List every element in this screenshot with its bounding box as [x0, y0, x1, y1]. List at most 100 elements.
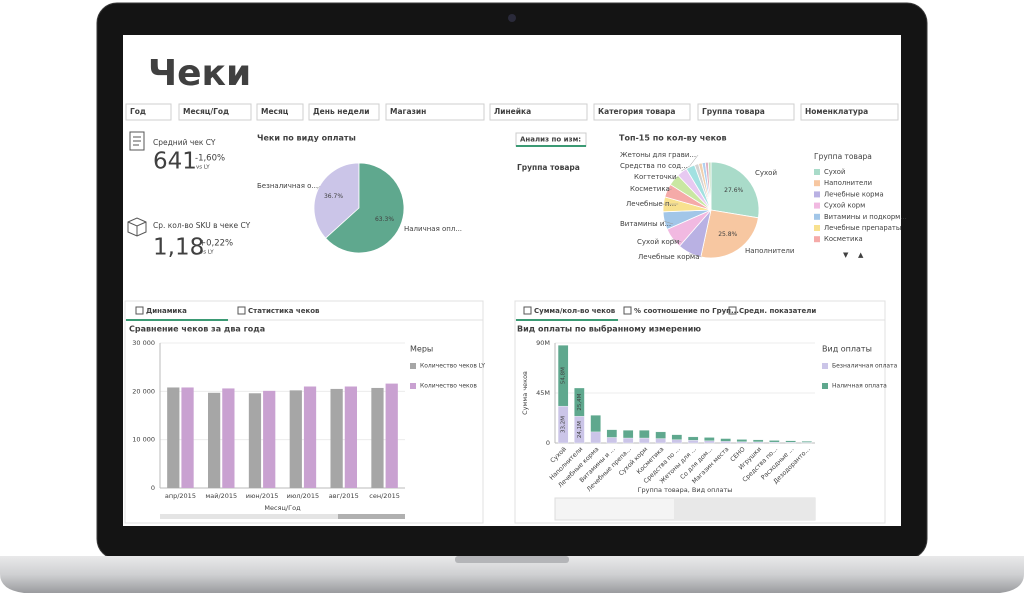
legend-swatch: [814, 191, 820, 197]
bar-segment: [753, 440, 763, 442]
y-tick-label: 45M: [536, 389, 550, 397]
bar-segment: [656, 432, 666, 439]
x-axis-label: Группа товара, Вид оплаты: [638, 486, 733, 494]
bar-segment: [704, 441, 714, 443]
y-tick-label: 20 000: [132, 387, 155, 395]
bar: [371, 388, 383, 488]
camera: [508, 14, 516, 22]
legend-swatch: [814, 203, 820, 209]
bar-segment: [656, 439, 666, 443]
x-tick-label: июл/2015: [287, 492, 320, 500]
bar-segment: [639, 430, 649, 438]
bar-segment: [591, 415, 601, 432]
slice-label: Средства по сод...: [620, 162, 688, 170]
filter-label: Месяц: [261, 107, 289, 116]
filter-label: Магазин: [390, 107, 426, 116]
legend-swatch: [822, 383, 828, 389]
bar-segment: [737, 442, 747, 443]
filter-label: День недели: [313, 107, 369, 116]
tab-label: Сумма/кол-во чеков: [534, 307, 616, 315]
bar-segment: [802, 441, 812, 442]
filter-label: Группа товара: [702, 107, 765, 116]
segment-value-label: 25,4M: [577, 393, 583, 410]
scrollbar-thumb[interactable]: [338, 514, 405, 519]
bar: [331, 389, 343, 488]
bar: [181, 387, 193, 488]
bar: [345, 387, 357, 489]
bar-segment: [591, 432, 601, 443]
slice-value-label: 27.6%: [724, 187, 743, 194]
bar: [386, 384, 398, 488]
analysis-button-bar: [516, 145, 586, 147]
slice-label: Наполнители: [745, 247, 794, 255]
legend-title: Группа товара: [814, 152, 872, 161]
kpi-label: Средний чек CY: [153, 138, 216, 147]
slice-label: Жетоны для грави...: [620, 151, 696, 159]
mini-chart-mask: [674, 498, 815, 520]
x-tick-label: апр/2015: [165, 492, 196, 500]
bar: [290, 390, 302, 488]
x-tick-label: июн/2015: [246, 492, 279, 500]
slice-label: Косметика: [630, 185, 670, 193]
filter-label: Год: [130, 107, 146, 116]
bar-segment: [607, 437, 617, 443]
tab-label: Динамика: [146, 307, 187, 315]
kpi-value: 641: [153, 149, 197, 175]
bar-segment: [688, 437, 698, 440]
kpi-change: +0,22%: [199, 239, 233, 249]
x-tick-label: авг/2015: [329, 492, 359, 500]
tab-label: Статистика чеков: [248, 307, 320, 315]
legend-entry: Сухой: [824, 168, 845, 176]
kpi-compare: vs LY: [196, 165, 210, 171]
legend-entry: Лечебные корма: [824, 190, 884, 198]
y-tick-label: 0: [546, 439, 550, 447]
legend-swatch: [814, 236, 820, 242]
legend-swatch: [822, 363, 828, 369]
legend-entry: Витамины и подкорм...: [824, 213, 907, 221]
filter-label: Категория товара: [598, 107, 675, 116]
segment-value-label: 33,2M: [561, 416, 567, 433]
legend-entry: Косметика: [824, 235, 863, 243]
bar-segment: [786, 441, 796, 442]
x-tick-label: сен/2015: [369, 492, 400, 500]
bar-segment: [672, 440, 682, 443]
bar-segment: [623, 430, 633, 438]
kpi-change: -1,60%: [195, 154, 225, 164]
y-tick-label: 90M: [536, 339, 550, 347]
legend-swatch: [814, 214, 820, 220]
bar-segment: [672, 435, 682, 440]
filter-label: Линейка: [494, 107, 531, 116]
legend-title: Меры: [410, 345, 433, 354]
bar: [249, 393, 261, 488]
legend-entry: Количество чеков LY: [420, 363, 485, 370]
y-tick-label: 0: [151, 484, 155, 492]
bar-segment: [639, 438, 649, 443]
scroll-up-arrow[interactable]: ▲: [858, 251, 864, 259]
slice-value-label: 63.3%: [375, 216, 394, 223]
chart-title: Вид оплаты по выбранному измерению: [517, 324, 701, 334]
x-axis-label: Месяц/Год: [264, 504, 301, 512]
slice-value-label: 25.8%: [718, 231, 737, 238]
slice-label: Безналичная о...: [257, 182, 318, 190]
bar: [167, 387, 179, 488]
y-tick-label: 30 000: [132, 339, 155, 347]
scroll-down-arrow[interactable]: ▼: [843, 251, 849, 259]
chart-title: Топ-15 по кол-ву чеков: [619, 134, 727, 143]
dimension-label: Группа товара: [517, 163, 580, 172]
bar-segment: [721, 441, 731, 443]
bar: [304, 387, 316, 489]
tab-label: Средн. показатели: [739, 307, 816, 315]
legend-entry: Наличная оплата: [832, 383, 887, 390]
legend-entry: Сухой корм: [824, 202, 865, 210]
bar-segment: [737, 439, 747, 441]
bar: [208, 393, 220, 488]
x-tick-label: май/2015: [205, 492, 237, 500]
bar-segment: [607, 430, 617, 438]
analysis-button-label: Анализ по изм:: [520, 136, 581, 144]
legend-swatch: [814, 180, 820, 186]
bar-segment: [704, 437, 714, 440]
segment-value-label: 24,1M: [577, 421, 583, 438]
filter-label: Номенклатура: [805, 107, 868, 116]
